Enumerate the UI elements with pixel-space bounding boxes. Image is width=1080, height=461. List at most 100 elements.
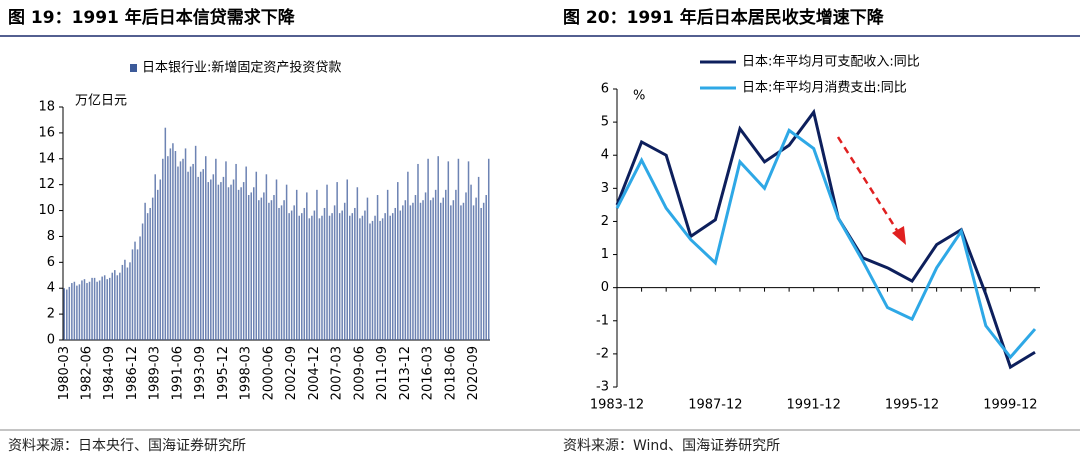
- bar: [149, 207, 151, 340]
- bar: [298, 215, 300, 340]
- bar: [93, 277, 96, 340]
- x-tick-label: 2020-09: [466, 346, 481, 400]
- bar: [434, 189, 437, 340]
- bar: [139, 236, 141, 340]
- bar: [91, 277, 93, 340]
- source: 资料来源：日本央行、国海证券研究所: [8, 438, 246, 454]
- bar: [333, 205, 336, 340]
- bar: [242, 182, 245, 340]
- bar: [472, 205, 475, 340]
- bar: [108, 277, 111, 340]
- x-tick-label: 2018-06: [443, 346, 458, 400]
- bar: [156, 189, 159, 340]
- bar: [126, 267, 129, 340]
- bar: [124, 259, 126, 340]
- bar: [184, 148, 187, 340]
- bar: [237, 189, 240, 340]
- bar: [217, 184, 220, 340]
- bar: [212, 174, 215, 340]
- bar: [179, 161, 182, 340]
- bar: [177, 166, 179, 340]
- bar: [482, 202, 485, 340]
- bar: [467, 161, 470, 340]
- bar: [343, 202, 346, 340]
- bar: [318, 218, 321, 340]
- x-tick-label: 2000-06: [261, 346, 276, 400]
- bar: [199, 171, 202, 340]
- bar: [462, 202, 465, 340]
- bar: [366, 197, 369, 340]
- bar: [391, 213, 394, 340]
- bar: [114, 270, 116, 340]
- bar: [215, 158, 217, 340]
- bar: [311, 215, 313, 340]
- y-tick-label: 0: [47, 333, 55, 348]
- bar: [455, 189, 457, 340]
- bar: [280, 205, 283, 340]
- bar: [235, 163, 237, 340]
- x-tick-label: 1995-12: [216, 346, 231, 400]
- unit-label: 万亿日元: [75, 94, 127, 109]
- bar: [376, 195, 379, 340]
- line-series: [615, 128, 1037, 360]
- bar: [306, 192, 308, 340]
- bar: [447, 161, 450, 340]
- y-tick-label: -3: [596, 380, 609, 395]
- bar: [485, 195, 487, 340]
- x-tick-label: 1989-03: [148, 346, 163, 400]
- x-tick-label: 1998-03: [239, 346, 254, 400]
- bar: [204, 156, 207, 340]
- bar: [76, 285, 78, 340]
- bar: [268, 202, 270, 340]
- bar: [437, 156, 439, 340]
- bar: [419, 202, 422, 340]
- y-tick-label: -2: [596, 346, 609, 361]
- bar: [220, 182, 222, 340]
- bar: [66, 289, 68, 340]
- x-tick-label: 1986-12: [125, 346, 140, 400]
- bar: [475, 197, 477, 340]
- unit-label: %: [633, 89, 645, 104]
- bar: [432, 197, 434, 340]
- bar: [121, 264, 124, 340]
- bar: [336, 182, 338, 340]
- bar: [394, 207, 397, 340]
- bar: [323, 207, 326, 340]
- x-tick-label: 1987-12: [688, 398, 742, 413]
- bar: [225, 161, 227, 340]
- bar: [429, 200, 432, 340]
- bar: [202, 169, 204, 340]
- bar: [404, 200, 407, 340]
- bar: [182, 158, 184, 340]
- bar: [465, 192, 467, 340]
- bar: [412, 202, 414, 340]
- y-tick-label: 16: [38, 125, 55, 140]
- bar: [240, 187, 242, 340]
- x-tick-label: 1983-12: [590, 398, 644, 413]
- y-tick-label: 2: [601, 214, 609, 229]
- legend-label: 日本:年平均月消费支出:同比: [742, 81, 907, 96]
- bar: [68, 286, 71, 340]
- bar: [116, 275, 119, 340]
- bar: [371, 220, 374, 340]
- bar: [442, 197, 445, 340]
- bar: [457, 158, 460, 340]
- bar: [270, 200, 273, 340]
- y-tick-label: -1: [596, 313, 609, 328]
- y-tick-label: 4: [601, 148, 609, 163]
- bar: [361, 215, 364, 340]
- bar: [445, 189, 447, 340]
- bar: [288, 213, 290, 340]
- x-tick-label: 1999-12: [983, 398, 1037, 413]
- bar: [247, 195, 250, 340]
- y-tick-label: 10: [38, 203, 55, 218]
- bar: [260, 197, 263, 340]
- bar: [131, 249, 134, 340]
- y-tick-label: 8: [47, 229, 55, 244]
- bar: [230, 184, 232, 340]
- x-tick-label: 1982-06: [80, 346, 95, 400]
- bar: [381, 218, 384, 340]
- bar: [258, 200, 260, 340]
- x-tick-label: 2004-12: [307, 346, 322, 400]
